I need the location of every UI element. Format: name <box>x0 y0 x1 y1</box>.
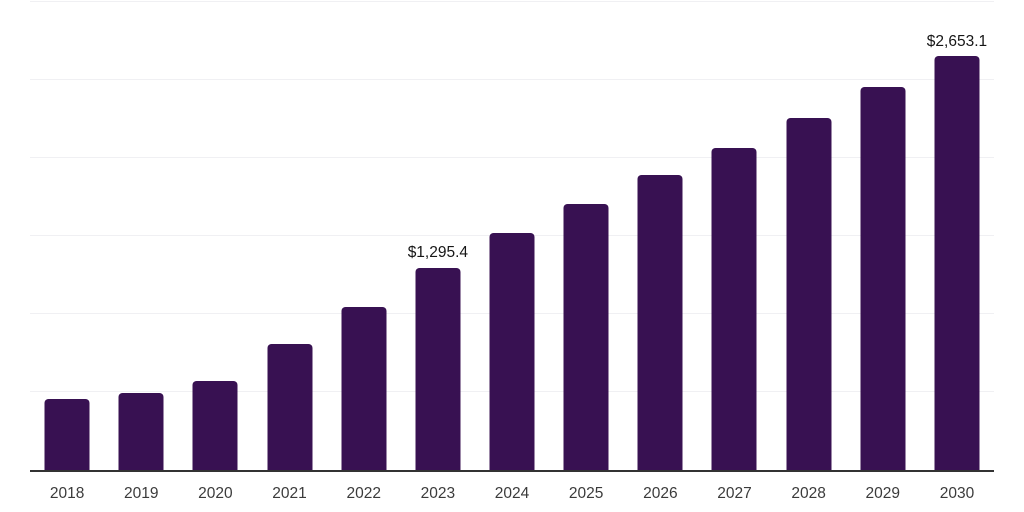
bar-2025 <box>563 204 609 470</box>
bar-2026 <box>637 174 683 470</box>
x-tick-label-2027: 2027 <box>717 485 752 502</box>
x-tick-label-2026: 2026 <box>643 485 678 502</box>
value-label-2030: $2,653.1 <box>926 32 988 50</box>
x-tick-label-2020: 2020 <box>198 485 233 502</box>
bar-2020 <box>192 380 238 470</box>
x-tick-label-2029: 2029 <box>865 485 901 502</box>
bar-slot-2029 <box>846 2 920 470</box>
x-tick-label-2018: 2018 <box>49 485 85 502</box>
bar-slot-2021 <box>252 2 326 470</box>
bar-2021 <box>267 344 313 470</box>
bar-slot-2026 <box>623 2 697 470</box>
x-tick-label-2028: 2028 <box>791 485 826 502</box>
bar-2027 <box>711 148 757 470</box>
x-tick-label-2022: 2022 <box>346 485 381 502</box>
gridline <box>30 157 994 159</box>
x-tick-label-2023: 2023 <box>420 485 456 502</box>
x-tick-label-2019: 2019 <box>123 485 159 502</box>
bar-slot-2030: $2,653.1 <box>920 2 994 470</box>
x-axis-labels: 2018 2019 2020 2021 2022 2023 2024 2025 2026 2027… <box>30 476 994 503</box>
gridline <box>30 1 994 2</box>
bar-2018 <box>44 399 90 470</box>
bar-slot-2022 <box>327 2 401 470</box>
bar-slot-2018 <box>30 2 104 470</box>
bar-2024 <box>489 233 535 470</box>
bar-slot-2023: $1,295.4 <box>401 2 475 470</box>
bar-2022 <box>341 306 387 470</box>
x-tick-label-2024: 2024 <box>494 485 530 502</box>
gridline <box>30 79 994 80</box>
bar-2030 <box>934 56 980 470</box>
bar-2023 <box>415 267 461 470</box>
plot-area: $1,295.4 $2,653.1 <box>30 1 994 470</box>
bar-slot-2028 <box>772 2 846 470</box>
bar-2019 <box>118 392 164 470</box>
bar-slot-2024 <box>475 2 549 470</box>
value-label-2023: $1,295.4 <box>407 244 469 262</box>
bar-slot-2019 <box>104 2 178 470</box>
bars: $1,295.4 $2,653.1 <box>30 2 994 470</box>
bar-slot-2027 <box>697 2 771 470</box>
bar-2028 <box>786 118 832 470</box>
x-axis-line <box>30 470 994 472</box>
x-tick-label-2030: 2030 <box>939 485 975 502</box>
bar-chart: $1,295.4 $2,653.1 2018 2019 2020 2021 2022 202… <box>30 1 994 510</box>
bar-slot-2025 <box>549 2 623 470</box>
bar-2029 <box>860 86 906 470</box>
x-tick-label-2021: 2021 <box>272 485 307 502</box>
bar-slot-2020 <box>178 2 252 470</box>
x-tick-label-2025: 2025 <box>568 485 604 502</box>
